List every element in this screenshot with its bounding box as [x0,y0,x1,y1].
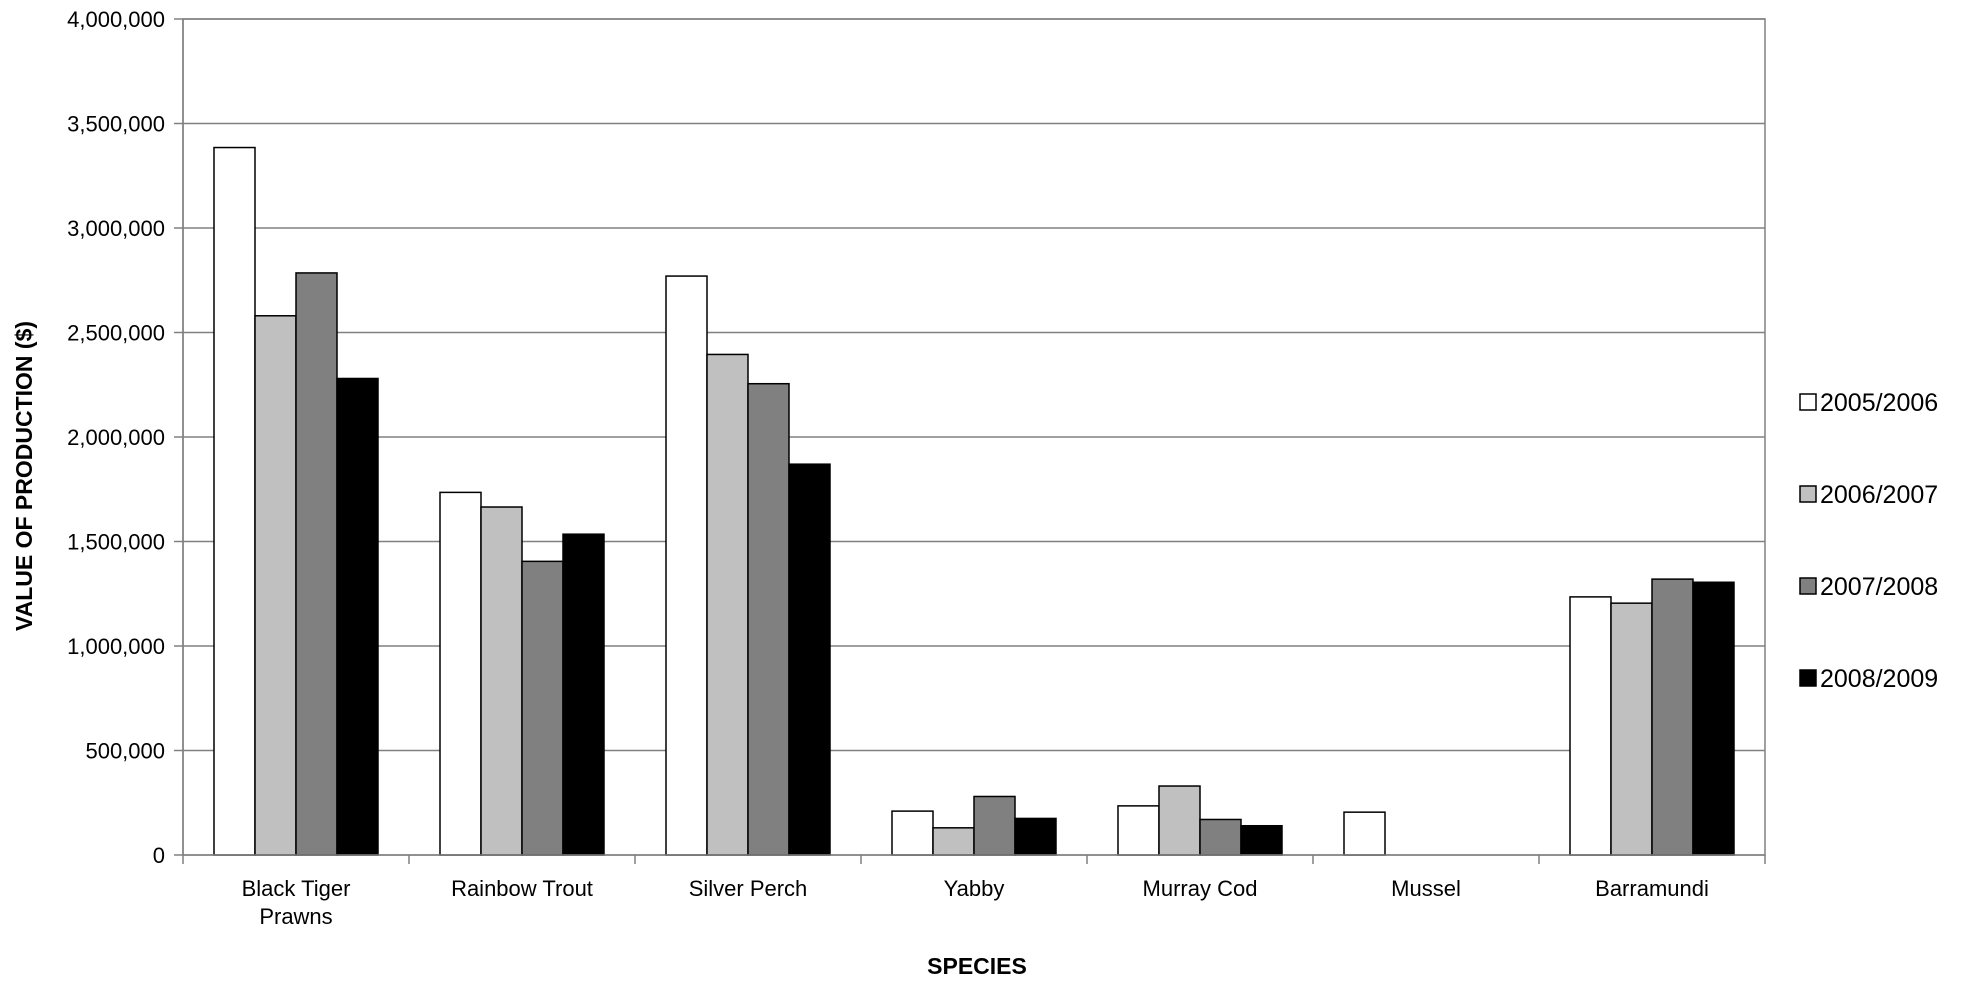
bar [1199,818,1242,856]
bar [1569,596,1612,856]
bar [439,491,482,856]
bar [1240,824,1283,856]
x-tick-label: Rainbow Trout [451,876,593,901]
bar [665,275,708,856]
x-axis-title: SPECIES [927,953,1027,979]
bars [213,146,1735,856]
legend: 2005/2006 2006/2007 2007/2008 2008/2009 [1799,389,1938,693]
axis-labels: 0 500,000 1,000,000 1,500,000 2,000,000 2,500… [67,7,1709,929]
x-tick-label: Black Tiger [242,876,351,901]
bar [562,533,605,856]
y-tick-label: 500,000 [85,739,165,764]
y-tick-label: 2,500,000 [67,321,165,346]
bar [932,827,975,856]
y-tick-label: 3,000,000 [67,216,165,241]
bar [295,272,338,856]
y-tick-label: 3,500,000 [67,112,165,137]
bar [891,810,934,856]
bar [521,560,564,856]
legend-label: 2008/2009 [1820,665,1938,693]
bar [1692,581,1735,856]
x-tick-label: Prawns [259,904,332,929]
y-tick-label: 1,500,000 [67,530,165,555]
bar [747,382,790,856]
gridlines [182,18,1766,856]
bar [254,315,297,856]
bar [1651,578,1694,856]
bar [706,353,749,856]
x-tick-label: Barramundi [1595,876,1709,901]
x-tick-label: Silver Perch [689,876,808,901]
bar [973,795,1016,856]
legend-label: 2006/2007 [1820,481,1938,509]
y-tick-label: 2,000,000 [67,425,165,450]
bar [1117,805,1160,856]
legend-swatch [1799,485,1817,503]
bar [788,463,831,856]
bar [1158,785,1201,856]
bar [1343,811,1386,856]
y-tick-label: 1,000,000 [67,634,165,659]
axes [174,18,1766,864]
y-tick-label: 4,000,000 [67,7,165,32]
y-axis-title: VALUE OF PRODUCTION ($) [11,321,37,631]
x-tick-label: Mussel [1391,876,1461,901]
bar [480,506,523,856]
legend-label: 2007/2008 [1820,573,1938,601]
legend-swatch [1799,669,1817,687]
bar [1610,602,1653,856]
bar [1014,817,1057,856]
bar [336,377,379,856]
legend-swatch [1799,393,1817,411]
bar [213,146,256,856]
x-tick-label: Murray Cod [1143,876,1258,901]
y-tick-label: 0 [153,843,165,868]
x-tick-label: Yabby [944,876,1005,901]
legend-label: 2005/2006 [1820,389,1938,417]
legend-swatch [1799,577,1817,595]
